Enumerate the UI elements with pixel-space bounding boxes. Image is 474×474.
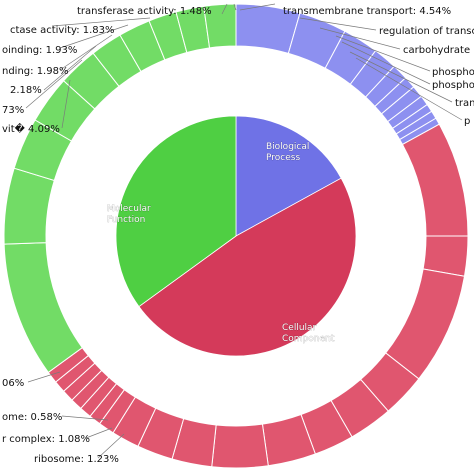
outer-label-2-18: 2.18% [10,85,42,96]
outer-label-06: 06% [2,378,24,389]
inner-label-cellular-component-line2: Component [282,334,335,344]
inner-slice-molecular-function [115,115,237,308]
leader-line-10 [59,24,129,49]
outer-label-ribosome-1-23: ribosome: 1.23% [34,454,119,465]
leader-line-16 [61,415,109,421]
outer-label-binding-2: nding: 1.98% [2,66,68,77]
inner-label-cellular-component-line1: Cellular [282,323,317,333]
outer-label-transferase-activity: transferase activity: 1.48% [77,6,212,17]
leader-line-14 [61,79,71,129]
leader-line-9 [51,17,151,27]
leader-line-1 [233,3,237,11]
outer-label-73: 73% [2,105,24,116]
outer-label-phospho: phospho [432,67,474,78]
inner-label-biological-process-line1: Biological [266,142,309,152]
leader-line-5 [335,35,431,72]
ring-segment-18 [211,423,269,469]
inner-label-molecular-function: Molecular Function [107,204,154,225]
outer-label-complex-1-08: r complex: 1.08% [2,434,90,445]
ring-segment-29 [3,242,83,374]
leader-line-0 [221,3,228,15]
leader-line-2 [239,3,276,11]
leader-line-8 [355,57,463,121]
outer-label-tran: tran [455,98,474,109]
ring-segment-30 [3,167,55,245]
leader-line-11 [59,34,113,71]
inner-label-molecular-function-line1: Molecular [107,204,151,214]
outer-label-activity-4-09: vit� 4.09% [2,122,60,135]
inner-label-molecular-function-line2: Function [107,215,145,225]
inner-label-biological-process-line2: Process [266,153,300,163]
inner-slice-cellular-component [138,177,357,357]
leader-line-12 [43,45,97,91]
leader-line-17 [85,427,113,439]
outer-ring [3,3,469,469]
inner-slice-biological-process [235,115,342,237]
leader-line-15 [27,371,61,383]
ring-segment-11 [401,123,469,237]
outer-label-binding-1: oinding: 1.93% [2,45,77,56]
leader-line-7 [349,51,453,103]
inner-label-biological-process: Biological Process [266,142,312,163]
outer-label-phosphor: phosphor [432,80,474,91]
outer-label-ribosome-0-58: ome: 0.58% [2,412,62,423]
leader-line-13 [25,59,83,109]
outer-label-regulation-of-transcription: regulation of transc [379,26,474,37]
leader-line-6 [341,41,431,85]
leader-line-4 [319,27,401,50]
outer-label-carbohydrate: carbohydrate [403,45,470,56]
leader-line-18 [97,433,125,459]
inner-pie [115,115,357,357]
inner-label-cellular-component: Cellular Component [282,323,335,344]
leader-lines [25,3,463,459]
ring-segment-38 [203,3,237,49]
outer-label-ctase-activity: ctase activity: 1.83% [10,25,115,36]
outer-label-p: p [464,116,470,127]
outer-label-transmembrane-transport: transmembrane transport: 4.54% [283,6,451,17]
leader-line-3 [299,17,377,31]
